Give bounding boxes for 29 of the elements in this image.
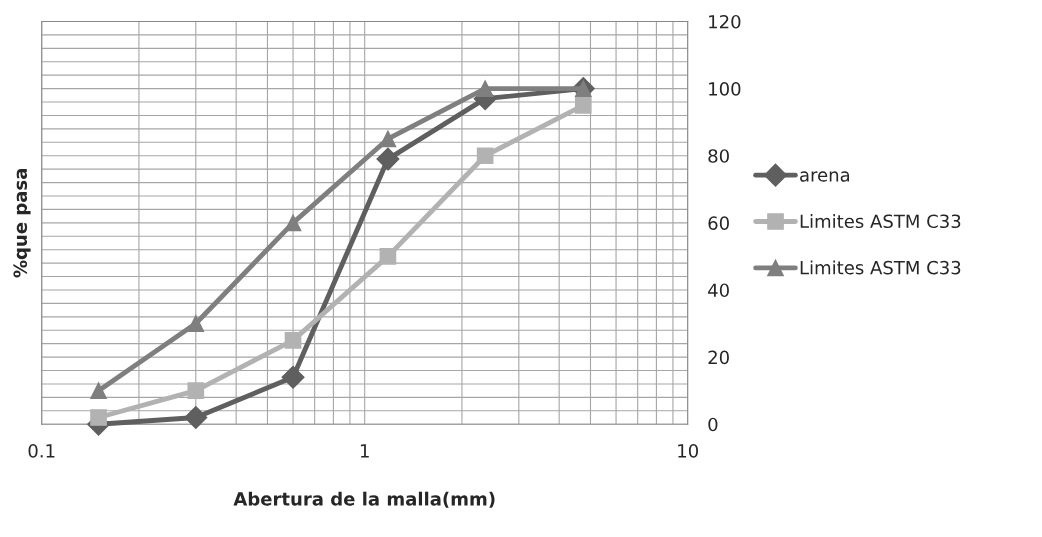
x-tick-label: 1: [360, 444, 369, 458]
x-axis-title: Abertura de la malla(mm): [233, 491, 495, 508]
y-tick-label: 100: [709, 82, 741, 96]
point: [376, 147, 400, 171]
point: [379, 130, 397, 148]
point: [284, 331, 302, 349]
legend-label: arena: [800, 171, 850, 182]
y-tick-label: 0: [708, 417, 718, 432]
point: [187, 382, 205, 400]
point: [184, 406, 208, 430]
point: [476, 147, 494, 165]
point: [284, 214, 302, 232]
point: [90, 409, 107, 426]
x-tick-label: 0.1: [28, 443, 55, 458]
legend-label: Limites ASTM C33: [800, 260, 961, 275]
point: [574, 97, 592, 114]
y-tick-label: 60: [708, 216, 729, 230]
point: [90, 382, 107, 400]
point: [379, 248, 397, 265]
y-tick-label: 120: [709, 14, 741, 29]
point: [476, 80, 494, 97]
y-axis-title: %que pasa: [13, 169, 31, 278]
y-tick-label: 80: [708, 149, 729, 163]
point: [187, 315, 205, 332]
y-tick-label: 40: [708, 283, 729, 298]
x-tick-label: 10: [678, 443, 699, 458]
y-tick-label: 20: [708, 350, 729, 365]
point: [281, 365, 305, 389]
legend-label: Limites ASTM C33: [800, 214, 961, 229]
